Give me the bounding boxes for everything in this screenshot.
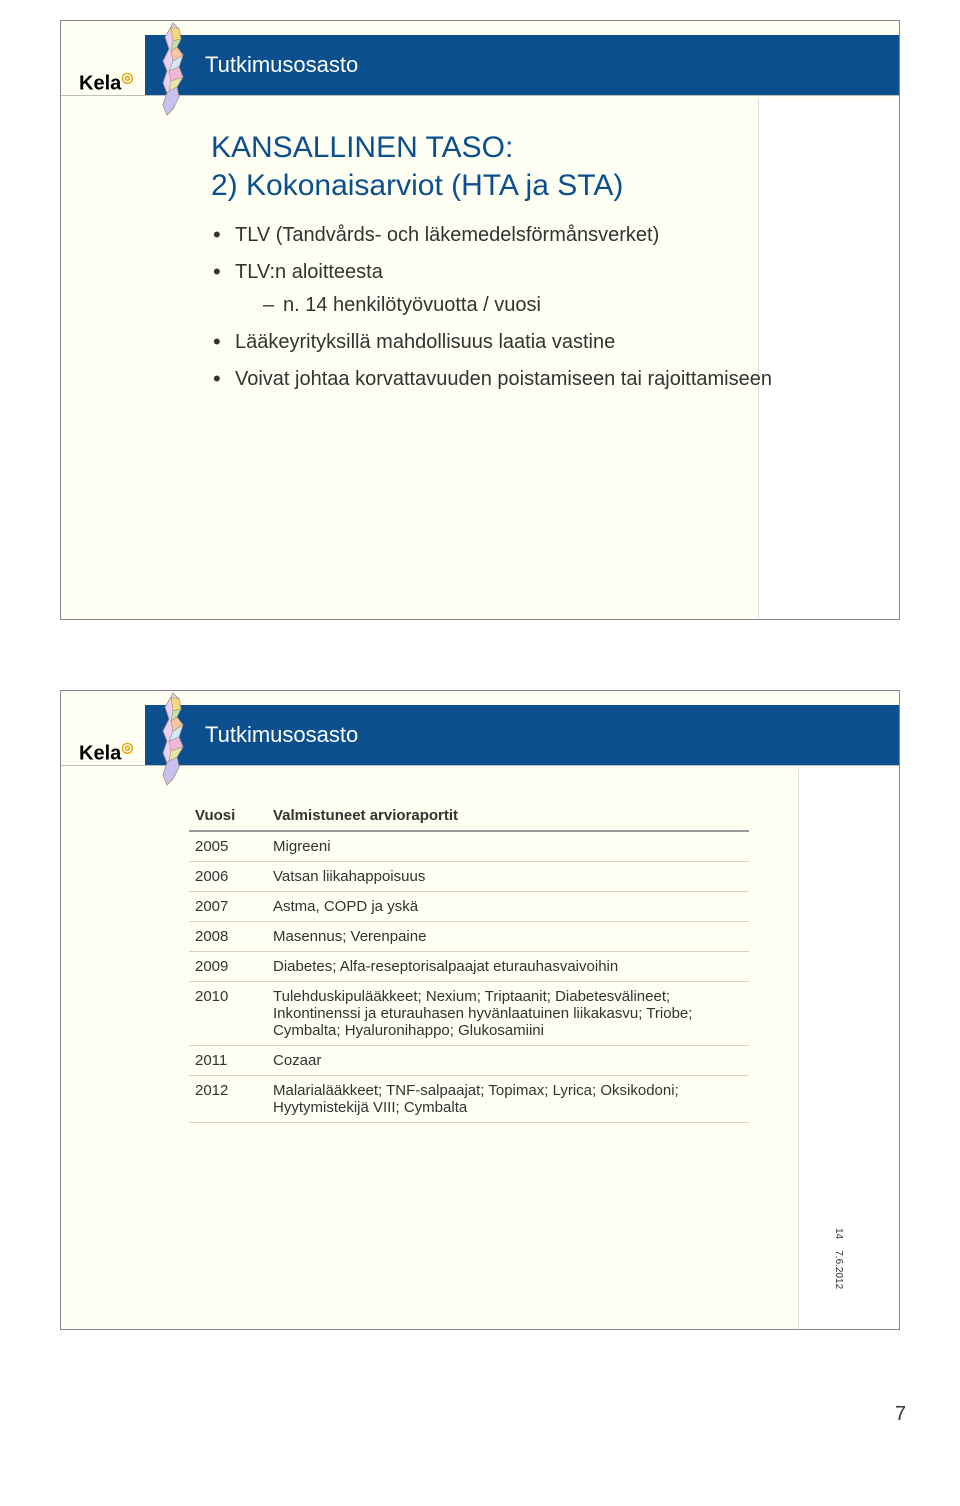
- slide-header: Tutkimusosasto Kela◎: [61, 691, 899, 781]
- kela-logo-icon: ◎: [121, 69, 133, 85]
- cell-year: 2011: [189, 1046, 267, 1076]
- cell-year: 2007: [189, 892, 267, 922]
- kela-logo: Kela◎: [79, 69, 133, 96]
- slide-title-line2: 2) Kokonaisarviot (HTA ja STA): [211, 169, 623, 202]
- kela-logo: Kela◎: [79, 739, 133, 766]
- slide-title: KANSALLINEN TASO: 2) Kokonaisarviot (HTA…: [211, 129, 861, 204]
- col-desc-header: Valmistuneet arvioraportit: [267, 801, 749, 831]
- bullet-text: Lääkeyrityksillä mahdollisuus laatia vas…: [235, 331, 615, 353]
- kela-logo-text: Kela: [79, 73, 121, 95]
- sub-list: n. 14 henkilötyövuotta / vuosi: [235, 290, 861, 321]
- cell-year: 2009: [189, 952, 267, 982]
- cell-desc: Malarialääkkeet; TNF-salpaajat; Topimax;…: [267, 1076, 749, 1123]
- bullet-text: Voivat johtaa korvattavuuden poistamisee…: [235, 368, 772, 390]
- sweden-map-icon: [149, 21, 197, 121]
- slide-header: Tutkimusosasto Kela◎: [61, 21, 899, 111]
- side-num: 14: [833, 1228, 844, 1239]
- header-blue-bar: Tutkimusosasto: [145, 705, 899, 765]
- list-item: Voivat johtaa korvattavuuden poistamisee…: [213, 364, 861, 395]
- cell-desc: Tulehduskipulääkkeet; Nexium; Triptaanit…: [267, 982, 749, 1046]
- list-item: Lääkeyrityksillä mahdollisuus laatia vas…: [213, 327, 861, 358]
- list-item: TLV:n aloitteesta n. 14 henkilötyövuotta…: [213, 257, 861, 321]
- cell-desc: Astma, COPD ja yskä: [267, 892, 749, 922]
- table-row: 2011Cozaar: [189, 1046, 749, 1076]
- table-row: 2008Masennus; Verenpaine: [189, 922, 749, 952]
- cell-year: 2005: [189, 831, 267, 862]
- table-row: 2005Migreeni: [189, 831, 749, 862]
- table-row: 2006Vatsan liikahappoisuus: [189, 862, 749, 892]
- slide-2: Tutkimusosasto Kela◎ Vuosi: [60, 690, 900, 1330]
- slide-title-line1: KANSALLINEN TASO:: [211, 131, 513, 164]
- sub-bullet-text: n. 14 henkilötyövuotta / vuosi: [283, 294, 541, 316]
- cell-desc: Cozaar: [267, 1046, 749, 1076]
- cell-year: 2006: [189, 862, 267, 892]
- table-row: 2007Astma, COPD ja yskä: [189, 892, 749, 922]
- kela-logo-icon: ◎: [121, 739, 133, 755]
- cell-year: 2008: [189, 922, 267, 952]
- bullet-text: TLV:n aloitteesta: [235, 261, 383, 283]
- table-header-row: Vuosi Valmistuneet arvioraportit: [189, 801, 749, 831]
- bullet-text: TLV (Tandvårds- och läkemedelsförmånsver…: [235, 224, 659, 246]
- table-wrap: Vuosi Valmistuneet arvioraportit 2005Mig…: [61, 781, 899, 1153]
- kela-logo-text: Kela: [79, 743, 121, 765]
- sub-list-item: n. 14 henkilötyövuotta / vuosi: [263, 290, 861, 321]
- reports-table: Vuosi Valmistuneet arvioraportit 2005Mig…: [189, 801, 749, 1123]
- slide-1: Tutkimusosasto Kela◎ KANSALLINEN TASO: 2…: [60, 20, 900, 620]
- table-row: 2012Malarialääkkeet; TNF-salpaajat; Topi…: [189, 1076, 749, 1123]
- header-dept-label: Tutkimusosasto: [205, 52, 358, 78]
- table-row: 2010Tulehduskipulääkkeet; Nexium; Tripta…: [189, 982, 749, 1046]
- page-number: 7: [895, 1403, 906, 1426]
- side-meta: 14 7.6.2012: [829, 1228, 847, 1289]
- col-year-header: Vuosi: [189, 801, 267, 831]
- cell-desc: Diabetes; Alfa-reseptorisalpaajat eturau…: [267, 952, 749, 982]
- slide-body: KANSALLINEN TASO: 2) Kokonaisarviot (HTA…: [61, 111, 899, 431]
- side-date: 7.6.2012: [833, 1250, 844, 1289]
- header-blue-bar: Tutkimusosasto: [145, 35, 899, 95]
- cell-year: 2010: [189, 982, 267, 1046]
- header-dept-label: Tutkimusosasto: [205, 722, 358, 748]
- list-item: TLV (Tandvårds- och läkemedelsförmånsver…: [213, 220, 861, 251]
- cell-desc: Vatsan liikahappoisuus: [267, 862, 749, 892]
- page: Tutkimusosasto Kela◎ KANSALLINEN TASO: 2…: [0, 0, 960, 1440]
- table-row: 2009Diabetes; Alfa-reseptorisalpaajat et…: [189, 952, 749, 982]
- cell-year: 2012: [189, 1076, 267, 1123]
- cell-desc: Masennus; Verenpaine: [267, 922, 749, 952]
- sweden-map-icon: [149, 691, 197, 791]
- cell-desc: Migreeni: [267, 831, 749, 862]
- bullet-list: TLV (Tandvårds- och läkemedelsförmånsver…: [213, 220, 861, 395]
